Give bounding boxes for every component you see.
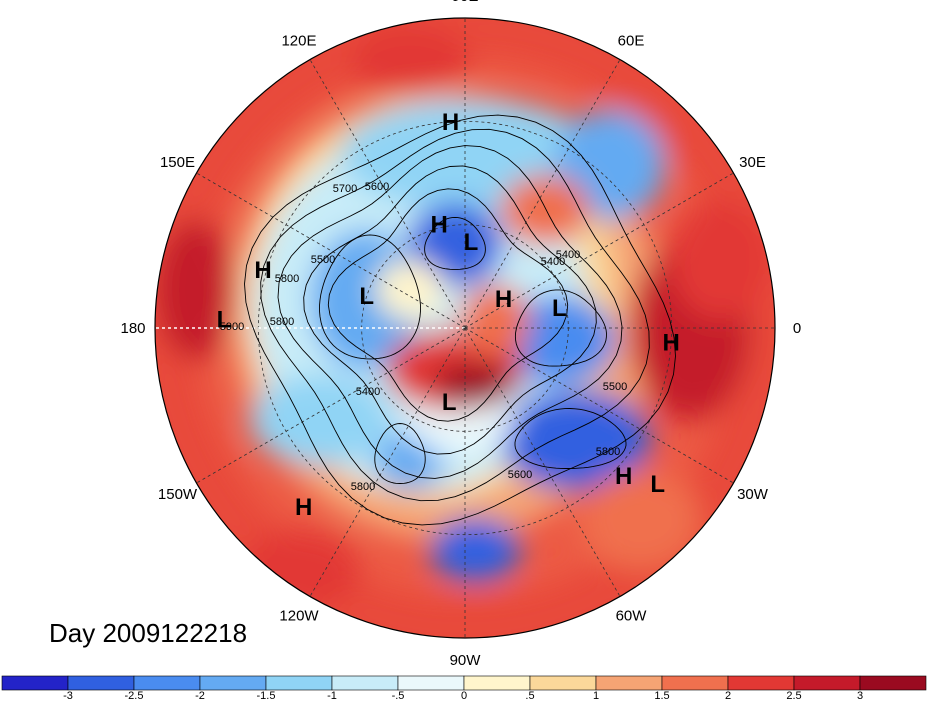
colorbar-swatch bbox=[463, 675, 531, 691]
longitude-label: 90W bbox=[450, 652, 482, 669]
longitude-label: 0 bbox=[793, 320, 801, 337]
colorbar-tick-label: .5 bbox=[525, 690, 534, 702]
contour-label: 5900 bbox=[220, 321, 244, 333]
colorbar-tick-label: -.5 bbox=[392, 690, 405, 702]
meridian-line bbox=[464, 327, 621, 597]
height-contour bbox=[319, 234, 421, 360]
height-contour bbox=[303, 165, 597, 455]
high-pressure-marker: H bbox=[442, 109, 459, 136]
colorbar-tick-label: -1 bbox=[327, 690, 337, 702]
contour-label: 5600 bbox=[508, 469, 532, 481]
colorbar-tick-label: 3 bbox=[857, 690, 863, 702]
longitude-label: 120W bbox=[279, 608, 319, 625]
longitude-label: 30E bbox=[739, 154, 766, 171]
colorbar-swatch bbox=[199, 675, 267, 691]
colorbar-tick-label: -2 bbox=[195, 690, 205, 702]
contour-label: 5800 bbox=[351, 481, 375, 493]
colorbar-swatch bbox=[859, 675, 927, 691]
contour-label: 5700 bbox=[333, 183, 357, 195]
low-pressure-marker: L bbox=[217, 307, 232, 334]
colorbar-swatch bbox=[1, 675, 69, 691]
high-pressure-marker: H bbox=[295, 494, 312, 521]
contour-label: 5500 bbox=[603, 381, 627, 393]
colorbar-swatch bbox=[397, 675, 465, 691]
height-contour bbox=[374, 423, 426, 484]
height-contours bbox=[244, 114, 676, 526]
colorbar-swatch bbox=[793, 675, 861, 691]
contour-label: 5600 bbox=[365, 181, 389, 193]
longitude-label-layer: 90E 60E 30E 0 30W 60W 90W 120W 150W 180 150E 120E bbox=[120, 0, 801, 669]
colorbar-swatch bbox=[331, 675, 399, 691]
high-pressure-marker: H bbox=[431, 211, 448, 238]
colorbar-swatch bbox=[133, 675, 201, 691]
longitude-label: 180 bbox=[120, 320, 145, 337]
colorbar-tick-label: 1 bbox=[593, 690, 599, 702]
colorbar-tick-label: -2.5 bbox=[125, 690, 144, 702]
contour-label: 5400 bbox=[541, 256, 565, 268]
colorbar-tick-label: 1.5 bbox=[654, 690, 669, 702]
colorbar-swatch bbox=[595, 675, 663, 691]
colorbar-swatch bbox=[265, 675, 333, 691]
contour-label: 5800 bbox=[596, 446, 620, 458]
meridian-line bbox=[309, 59, 466, 329]
height-contour bbox=[260, 128, 650, 502]
height-contour bbox=[424, 216, 486, 270]
map-boundary bbox=[154, 17, 776, 639]
colorbar: -3 -2.5 -2 -1.5 -1 -.5 0 .5 1 1.5 2 2.5 3 bbox=[1, 675, 927, 702]
high-pressure-marker: H bbox=[495, 286, 512, 313]
meridian-line bbox=[309, 327, 466, 597]
meridian-line bbox=[464, 59, 621, 329]
low-pressure-marker: L bbox=[442, 389, 457, 416]
contour-label: 5800 bbox=[275, 273, 299, 285]
meridian-line bbox=[464, 327, 734, 484]
meridian-line bbox=[196, 172, 466, 329]
colorbar-tick-label: -1.5 bbox=[257, 690, 276, 702]
height-contour bbox=[277, 145, 623, 479]
high-pressure-marker: H bbox=[254, 257, 271, 284]
map-title: Day 2009122218 bbox=[49, 618, 248, 648]
height-contour bbox=[514, 408, 627, 469]
high-pressure-marker: H bbox=[663, 329, 680, 356]
colorbar-swatch bbox=[727, 675, 795, 691]
colorbar-swatch bbox=[529, 675, 597, 691]
colorbar-swatch bbox=[67, 675, 135, 691]
longitude-label: 30W bbox=[737, 486, 769, 503]
contour-label: 5500 bbox=[311, 254, 335, 266]
low-pressure-marker: L bbox=[552, 295, 567, 322]
meridian-line bbox=[464, 172, 734, 329]
colorbar-tick-label: 2.5 bbox=[786, 690, 801, 702]
graticule bbox=[154, 17, 776, 639]
anomaly-field bbox=[155, 18, 775, 638]
colorbar-tick-label: 2 bbox=[725, 690, 731, 702]
contour-label: 5400 bbox=[356, 386, 380, 398]
height-contour bbox=[327, 188, 569, 422]
contour-label: 5800 bbox=[270, 316, 294, 328]
longitude-label: 120E bbox=[281, 33, 316, 50]
low-pressure-marker: L bbox=[464, 229, 479, 256]
colorbar-tick-label: -3 bbox=[63, 690, 73, 702]
longitude-label: 60E bbox=[618, 33, 645, 50]
colorbar-swatch bbox=[661, 675, 729, 691]
height-contour bbox=[514, 289, 607, 367]
contour-label: 5400 bbox=[556, 249, 580, 261]
longitude-label: 150E bbox=[160, 154, 195, 171]
meridian-line bbox=[196, 327, 466, 484]
low-pressure-marker: L bbox=[650, 471, 665, 498]
low-pressure-marker: L bbox=[359, 283, 374, 310]
contour-label-layer: 5700 560055005800580059005400540055005800… bbox=[220, 181, 627, 493]
colorbar-tick-label: 0 bbox=[461, 690, 467, 702]
longitude-label: 150W bbox=[158, 486, 198, 503]
longitude-label: 90E bbox=[452, 0, 479, 5]
high-pressure-marker: H bbox=[615, 463, 632, 490]
longitude-label: 60W bbox=[616, 608, 648, 625]
height-contour bbox=[244, 114, 676, 526]
